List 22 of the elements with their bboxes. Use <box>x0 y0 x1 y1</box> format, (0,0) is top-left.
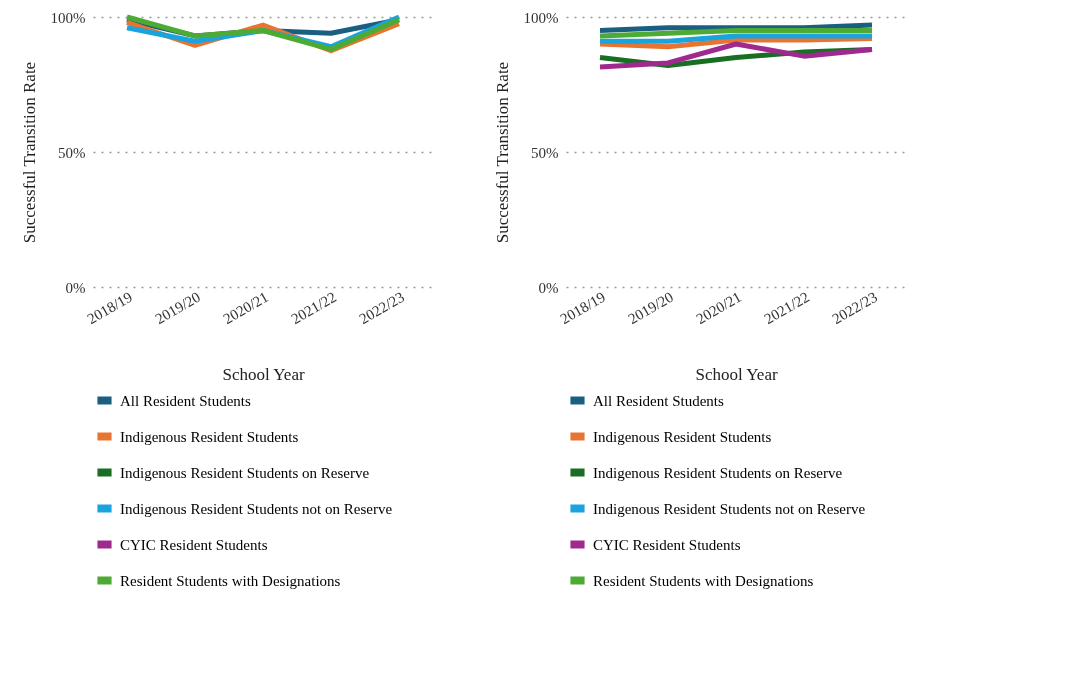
legend-label: CYIC Resident Students <box>593 536 741 553</box>
y-tick-label: 50% <box>531 144 559 161</box>
y-tick-label: 100% <box>523 9 559 26</box>
y-axis-title: Successful Transition Rate <box>19 61 39 244</box>
legend-label: Resident Students with Designations <box>593 572 814 589</box>
legend-label: All Resident Students <box>120 392 251 409</box>
x-axis-title: School Year <box>695 365 778 385</box>
legend-label: Indigenous Resident Students <box>120 428 299 445</box>
legend-label: Indigenous Resident Students <box>593 428 772 445</box>
y-tick-label: 0% <box>538 279 559 296</box>
y-axis-title: Successful Transition Rate <box>492 61 512 244</box>
legend-label: Resident Students with Designations <box>120 572 341 589</box>
legend-label: Indigenous Resident Students on Reserve <box>593 464 843 481</box>
legend-label: All Resident Students <box>593 392 724 409</box>
y-tick-label: 100% <box>50 9 86 26</box>
x-axis-title: School Year <box>222 365 305 385</box>
legend-label: Indigenous Resident Students not on Reserve <box>593 500 866 517</box>
y-tick-label: 0% <box>65 279 86 296</box>
legend-label: Indigenous Resident Students not on Reserve <box>120 500 393 517</box>
legend-label: CYIC Resident Students <box>120 536 268 553</box>
legend-label: Indigenous Resident Students on Reserve <box>120 464 370 481</box>
y-tick-label: 50% <box>58 144 86 161</box>
